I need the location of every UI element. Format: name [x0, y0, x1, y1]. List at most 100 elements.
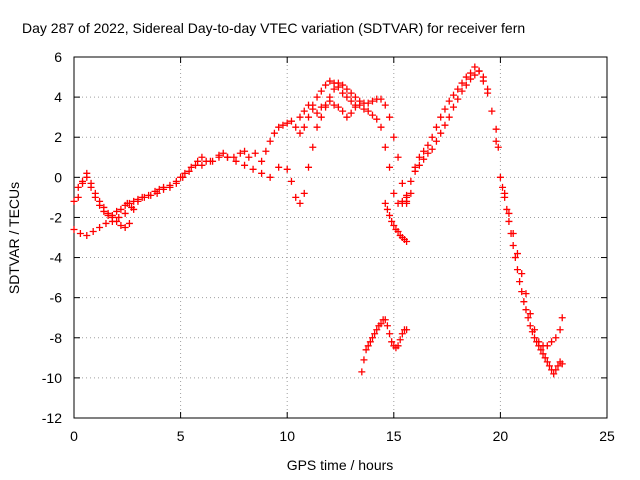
data-point [358, 368, 366, 376]
data-point [266, 173, 274, 181]
data-points [70, 63, 566, 378]
data-point [236, 149, 244, 157]
data-point [373, 115, 381, 123]
data-point [548, 338, 556, 346]
data-point [513, 250, 521, 258]
data-point [198, 153, 206, 161]
data-point [70, 225, 78, 233]
x-tick-label: 10 [279, 428, 295, 444]
data-point [160, 185, 168, 193]
data-point [445, 113, 453, 121]
data-point [70, 197, 78, 205]
data-point [113, 217, 121, 225]
y-tick-label: 4 [54, 89, 62, 105]
data-point [347, 109, 355, 117]
data-point [556, 326, 564, 334]
data-point [91, 189, 99, 197]
data-point [89, 227, 97, 235]
x-tick-label: 15 [386, 428, 402, 444]
x-tick-label: 0 [70, 428, 78, 444]
data-point [313, 109, 321, 117]
data-point [181, 169, 189, 177]
data-point [537, 346, 545, 354]
data-point [334, 83, 342, 91]
data-point [424, 141, 432, 149]
y-tick-label: -4 [50, 250, 63, 266]
data-point [330, 79, 338, 87]
data-point [454, 85, 462, 93]
data-point [96, 197, 104, 205]
data-point [300, 123, 308, 131]
data-point [347, 97, 355, 105]
data-point [386, 163, 394, 171]
data-point [368, 111, 376, 119]
data-point [535, 338, 543, 346]
data-point [309, 143, 317, 151]
data-point [505, 217, 513, 225]
data-point [398, 199, 406, 207]
data-point [232, 157, 240, 165]
data-point [317, 113, 325, 121]
data-point [74, 193, 82, 201]
data-point [390, 133, 398, 141]
data-point [198, 161, 206, 169]
data-point [279, 121, 287, 129]
data-point [313, 93, 321, 101]
data-point [317, 87, 325, 95]
data-point [343, 93, 351, 101]
plot-frame [73, 56, 608, 419]
data-point [300, 107, 308, 115]
data-point [241, 147, 249, 155]
data-point [130, 205, 138, 213]
data-point [251, 149, 259, 157]
data-point [125, 199, 133, 207]
data-point [424, 149, 432, 157]
data-point [140, 193, 148, 201]
data-point [407, 189, 415, 197]
data-point [330, 101, 338, 109]
data-point [322, 103, 330, 111]
data-point [300, 189, 308, 197]
data-point [511, 254, 519, 262]
data-point [449, 103, 457, 111]
y-tick-label: -12 [42, 410, 62, 426]
data-point [187, 163, 195, 171]
y-tick-label: -8 [50, 330, 63, 346]
data-point [100, 203, 108, 211]
data-point [390, 189, 398, 197]
y-tick-label: 6 [54, 49, 62, 65]
data-point [258, 169, 266, 177]
data-point [249, 165, 257, 173]
data-point [224, 153, 232, 161]
data-point [522, 290, 530, 298]
data-point [364, 342, 372, 350]
data-point [432, 123, 440, 131]
data-point [415, 161, 423, 169]
data-point [343, 113, 351, 121]
data-point [347, 89, 355, 97]
data-point [87, 179, 95, 187]
data-point [371, 330, 379, 338]
data-point [108, 213, 116, 221]
data-point [501, 189, 509, 197]
chart-title: Day 287 of 2022, Sidereal Day-to-day VTE… [22, 20, 525, 36]
data-point [494, 143, 502, 151]
data-point [287, 117, 295, 125]
data-point [398, 179, 406, 187]
data-point [343, 85, 351, 93]
data-point [262, 147, 270, 155]
data-point [313, 123, 321, 131]
data-point [270, 129, 278, 137]
data-point [125, 219, 133, 227]
data-point [488, 107, 496, 115]
data-point [230, 153, 238, 161]
data-point [386, 113, 394, 121]
data-point [441, 121, 449, 129]
data-point [102, 219, 110, 227]
data-point [449, 91, 457, 99]
x-tick-label: 25 [599, 428, 615, 444]
y-tick-label: -2 [50, 209, 63, 225]
data-point [462, 73, 470, 81]
